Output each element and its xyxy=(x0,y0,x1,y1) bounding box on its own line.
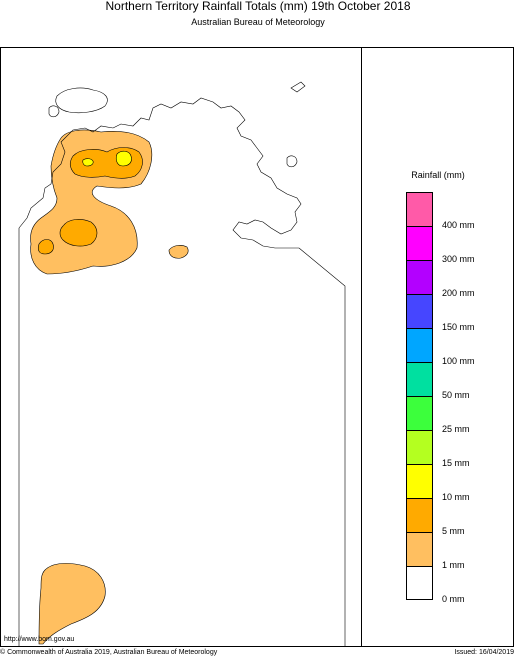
legend-label: 0 mm xyxy=(442,594,465,604)
rainfall-area-south xyxy=(38,563,106,645)
legend-label: 200 mm xyxy=(442,288,475,298)
legend-label: 5 mm xyxy=(442,526,465,536)
legend-label: 400 mm xyxy=(442,220,475,230)
legend-swatch xyxy=(406,362,433,396)
legend-swatch xyxy=(406,226,433,260)
rainfall-area-5mm-central xyxy=(59,219,98,247)
map-subtitle: Australian Bureau of Meteorology xyxy=(191,17,325,27)
rainfall-10-15mm-areas xyxy=(82,150,132,167)
legend-swatch xyxy=(406,498,433,532)
rainfall-area-5mm-west xyxy=(37,239,54,255)
legend-label: 150 mm xyxy=(442,322,475,332)
wessel-islands xyxy=(290,81,306,93)
legend-swatch xyxy=(406,328,433,362)
legend-label: 100 mm xyxy=(442,356,475,366)
bathurst-island xyxy=(48,105,60,118)
legend-swatch xyxy=(406,192,433,226)
bom-url[interactable]: http://www.bom.gov.au xyxy=(4,636,75,643)
legend-swatch xyxy=(406,294,433,328)
rainfall-map xyxy=(18,81,346,646)
legend-divider xyxy=(361,47,362,647)
legend-swatch xyxy=(406,532,433,566)
issued-date: Issued: 16/04/2019 xyxy=(454,649,514,656)
legend-label: 1 mm xyxy=(442,560,465,570)
map-title: Northern Territory Rainfall Totals (mm) … xyxy=(105,0,411,13)
legend-label: 25 mm xyxy=(442,424,470,434)
groote-island xyxy=(286,155,298,168)
map-frame xyxy=(0,47,514,647)
legend-label: 300 mm xyxy=(442,254,475,264)
legend-label: 10 mm xyxy=(442,492,470,502)
coastline xyxy=(18,81,346,646)
rainfall-area-5mm-north xyxy=(69,147,143,179)
legend-title: Rainfall (mm) xyxy=(411,170,465,180)
copyright-text: © Commonwealth of Australia 2019, Austra… xyxy=(0,649,218,656)
legend-label: 15 mm xyxy=(442,458,470,468)
legend-swatch xyxy=(406,430,433,464)
legend-swatch xyxy=(406,464,433,498)
melville-island xyxy=(55,87,108,114)
rainfall-1-5mm-areas xyxy=(30,129,189,645)
rainfall-area-small-east xyxy=(168,245,189,259)
legend-swatch xyxy=(406,396,433,430)
legend-swatch xyxy=(406,260,433,294)
nt-coastline xyxy=(18,97,302,249)
rainfall-area-10mm-a xyxy=(115,150,132,167)
nt-border xyxy=(18,228,346,646)
legend-swatch xyxy=(406,566,433,600)
legend-label: 50 mm xyxy=(442,390,470,400)
rainfall-area-10mm-b xyxy=(82,158,94,167)
